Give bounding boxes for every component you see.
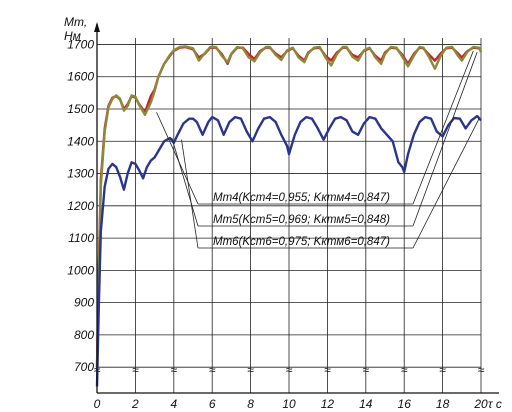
axis-break-mark: ≈ bbox=[363, 363, 370, 377]
legend-leader-line bbox=[181, 139, 199, 249]
x-tick-label: 12 bbox=[321, 397, 335, 411]
legend-leader-line bbox=[412, 52, 478, 227]
y-tick-label: 1200 bbox=[67, 199, 94, 213]
axis-break-mark: ≈ bbox=[209, 363, 216, 377]
axis-break-mark: ≈ bbox=[478, 363, 485, 377]
axis-break-mark: ≈ bbox=[286, 363, 293, 377]
axis-break-mark: ≈ bbox=[439, 363, 446, 377]
axis-break-mark: ≈ bbox=[401, 363, 408, 377]
x-axis-title: τ с bbox=[488, 397, 502, 411]
legend: Mт4(Kcm4=0,955; Kктм4=0,847) Mт5(Kcm5=0,9… bbox=[156, 50, 480, 249]
series-lines bbox=[95, 45, 483, 387]
y-tick-label: 1600 bbox=[67, 70, 94, 84]
axis-break-mark: ≈ bbox=[247, 363, 254, 377]
x-tick-label: 8 bbox=[247, 397, 254, 411]
x-tick-label: 14 bbox=[359, 397, 373, 411]
y-axis-arrow bbox=[94, 22, 100, 32]
axis-break-mark: ≈ bbox=[324, 363, 331, 377]
series-line-6 bbox=[95, 114, 482, 387]
x-tick-label: 20 bbox=[473, 397, 488, 411]
legend-leader-line bbox=[171, 137, 199, 227]
y-axis-unit: Нм bbox=[64, 29, 81, 43]
legend-label-5: Mт5(Kcm5=0,969; Kктм5=0,848) bbox=[213, 214, 390, 226]
x-tick-label: 0 bbox=[94, 397, 101, 411]
legend-label-6: Mт6(Kcm6=0,975; Kктм6=0,847) bbox=[213, 236, 390, 248]
x-tick-label: 10 bbox=[282, 397, 296, 411]
x-tick-label: 4 bbox=[170, 397, 177, 411]
x-tick-label: 2 bbox=[131, 397, 139, 411]
y-tick-label: 1000 bbox=[67, 263, 94, 277]
legend-leader-line bbox=[412, 50, 474, 205]
axis-break-mark: ≈ bbox=[132, 363, 139, 377]
axes bbox=[94, 22, 499, 394]
grid bbox=[97, 38, 482, 393]
x-tick-label: 18 bbox=[436, 397, 450, 411]
tick-labels: 700 800 900 1000 1100 1200 1300 1400 1500 1600 170… bbox=[64, 15, 502, 411]
y-tick-label: 700 bbox=[74, 360, 94, 374]
y-tick-label: 900 bbox=[74, 296, 94, 310]
legend-label-4: Mт4(Kcm4=0,955; Kктм4=0,847) bbox=[213, 192, 390, 204]
series-line-5 bbox=[95, 45, 483, 371]
axis-break-mark: ≈ bbox=[171, 363, 178, 377]
y-tick-label: 1100 bbox=[68, 231, 94, 245]
y-tick-label: 1500 bbox=[67, 102, 94, 116]
legend-leader-line bbox=[156, 112, 199, 205]
y-tick-label: 800 bbox=[74, 328, 94, 342]
legend-leader-line bbox=[412, 118, 480, 249]
x-tick-label: 16 bbox=[398, 397, 412, 411]
x-tick-label: 6 bbox=[209, 397, 216, 411]
y-tick-label: 1700 bbox=[67, 37, 94, 51]
y-tick-label: 1300 bbox=[67, 167, 94, 181]
y-axis-title: Mт, bbox=[64, 15, 87, 29]
y-tick-label: 1400 bbox=[67, 134, 94, 148]
